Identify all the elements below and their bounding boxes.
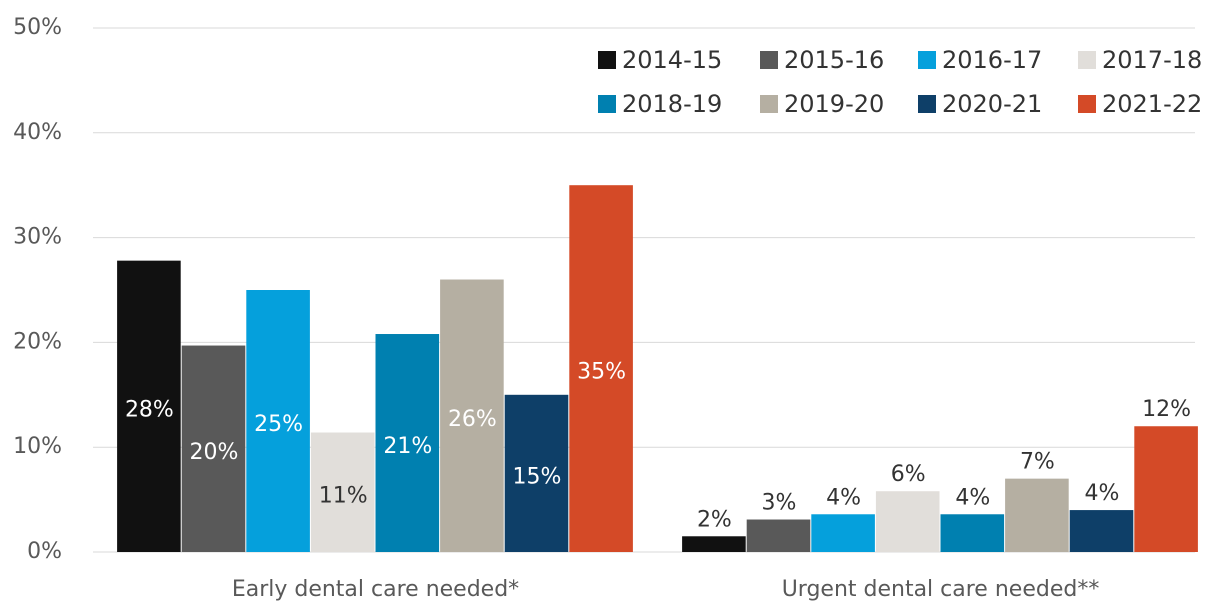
legend-swatch [918, 51, 936, 69]
data-label: 12% [1142, 397, 1191, 422]
bar [1134, 426, 1198, 552]
bar [440, 279, 504, 552]
legend-swatch [760, 95, 778, 113]
data-label: 28% [125, 397, 174, 422]
bar [504, 394, 569, 552]
legend-label: 2019-20 [784, 90, 884, 118]
legend-label: 2014-15 [622, 46, 722, 74]
bar [569, 185, 633, 552]
legend-label: 2017-18 [1102, 46, 1202, 74]
y-tick-label: 40% [13, 120, 62, 145]
bar [1069, 510, 1134, 552]
y-tick-label: 10% [13, 434, 62, 459]
data-label: 25% [254, 412, 303, 437]
x-tick-label: Urgent dental care needed** [782, 577, 1100, 602]
data-label: 3% [762, 491, 797, 516]
data-label: 26% [448, 407, 497, 432]
bar [875, 491, 940, 552]
y-tick-label: 30% [13, 225, 62, 250]
x-tick-label: Early dental care needed* [232, 577, 519, 602]
bar [246, 290, 310, 552]
y-tick-label: 0% [27, 539, 62, 564]
data-label: 20% [190, 440, 239, 465]
data-label: 4% [826, 485, 861, 510]
bar [746, 519, 811, 552]
legend-label: 2016-17 [942, 46, 1042, 74]
bar [310, 432, 375, 552]
bar [940, 514, 1005, 552]
legend-swatch [1078, 51, 1096, 69]
data-label: 21% [383, 434, 432, 459]
legend-swatch [918, 95, 936, 113]
legend-label: 2021-22 [1102, 90, 1202, 118]
data-label: 11% [319, 483, 368, 508]
bar [1005, 478, 1069, 552]
data-label: 2% [697, 507, 732, 532]
legend-swatch [760, 51, 778, 69]
legend-label: 2020-21 [942, 90, 1042, 118]
legend-swatch [1078, 95, 1096, 113]
legend-swatch [598, 51, 616, 69]
bar [682, 536, 746, 552]
data-label: 4% [955, 485, 990, 510]
bar [811, 514, 875, 552]
bar [117, 260, 181, 552]
data-label: 4% [1085, 481, 1120, 506]
y-tick-label: 50% [13, 15, 62, 40]
bar [375, 334, 440, 552]
y-tick-label: 20% [13, 329, 62, 354]
data-label: 15% [513, 464, 562, 489]
legend-label: 2018-19 [622, 90, 722, 118]
data-label: 35% [577, 360, 626, 385]
bar [181, 345, 246, 552]
data-label: 6% [891, 462, 926, 487]
legend-swatch [598, 95, 616, 113]
legend-label: 2015-16 [784, 46, 884, 74]
data-label: 7% [1020, 450, 1055, 475]
